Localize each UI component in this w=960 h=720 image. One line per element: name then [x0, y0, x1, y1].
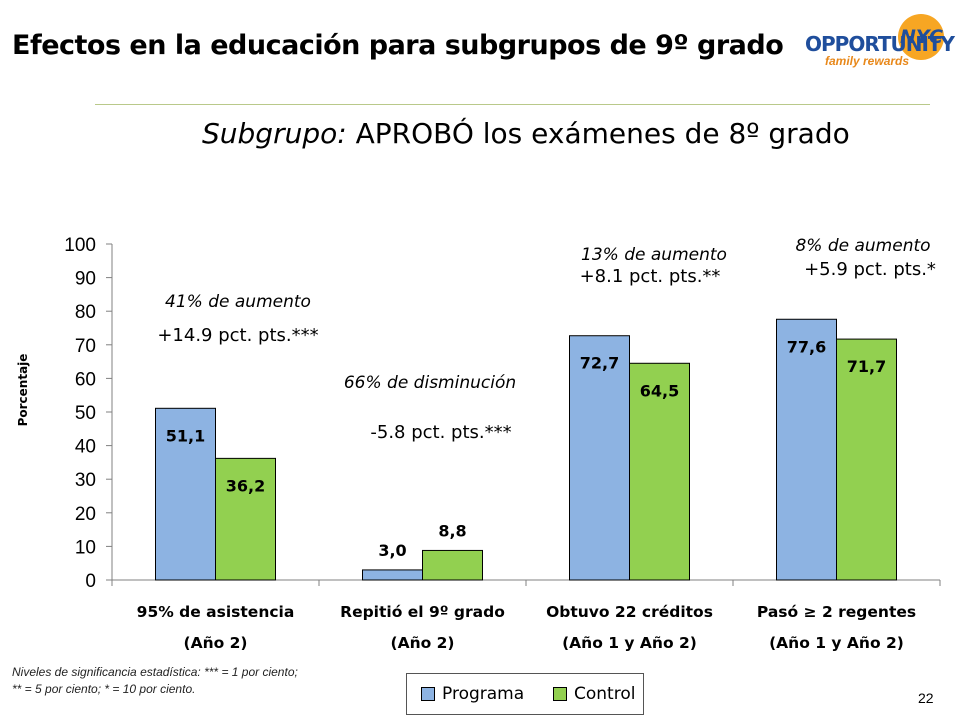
- y-axis-label: Porcentaje: [16, 353, 30, 427]
- effect-percent-annotation: 8% de aumento: [795, 236, 930, 256]
- bar-control: [629, 362, 690, 581]
- y-tick-label: 100: [64, 235, 96, 256]
- y-tick-label: 0: [85, 571, 96, 592]
- legend-swatch-programa: [421, 687, 435, 701]
- logo-nyc: NYC: [900, 26, 943, 48]
- category-label: Pasó ≥ 2 regentes: [757, 603, 916, 621]
- effect-points-annotation: -5.8 pct. pts.***: [370, 422, 511, 443]
- y-tick-label: 50: [75, 403, 96, 424]
- bar-programa: [155, 407, 216, 581]
- y-tick-label: 80: [75, 302, 96, 323]
- y-tick-label: 10: [75, 537, 96, 558]
- chart-subtitle: Subgrupo: APROBÓ los exámenes de 8º grad…: [202, 117, 850, 150]
- category-sublabel: (Año 2): [390, 634, 454, 652]
- logo-tagline: family rewards: [825, 54, 910, 68]
- title-divider: [95, 104, 930, 105]
- bar-programa: [776, 318, 837, 581]
- subtitle-label: Subgrupo:: [202, 117, 347, 150]
- legend: Programa Control: [406, 673, 644, 715]
- significance-note-line-1: Niveles de significancia estadística: **…: [12, 665, 298, 679]
- data-label: 77,6: [787, 337, 826, 356]
- effect-percent-annotation: 41% de aumento: [165, 292, 311, 312]
- y-tick-label: 30: [75, 470, 96, 491]
- data-label: 71,7: [847, 357, 886, 376]
- y-tick-label: 40: [75, 437, 96, 458]
- bar-programa: [569, 335, 630, 581]
- significance-note: Niveles de significancia estadística: **…: [12, 664, 298, 698]
- category-label: Obtuvo 22 créditos: [546, 603, 713, 621]
- data-label: 64,5: [640, 381, 679, 400]
- data-label: 72,7: [580, 354, 619, 373]
- category-label: Repitió el 9º grado: [340, 603, 505, 621]
- subtitle-text: APROBÓ los exámenes de 8º grado: [355, 117, 850, 150]
- bar-control: [215, 457, 276, 581]
- category-label: 95% de asistencia: [137, 603, 295, 621]
- opportunity-nyc-logo: OPPORTUNITY NYC family rewards: [805, 10, 955, 72]
- logo-word: OPPORTUNITY: [805, 32, 955, 56]
- effect-points-annotation: +8.1 pct. pts.**: [580, 266, 721, 287]
- y-tick-label: 90: [75, 269, 96, 290]
- slide-title: Efectos en la educación para subgrupos d…: [12, 30, 784, 61]
- data-label: 51,1: [166, 426, 205, 445]
- category-sublabel: (Año 2): [183, 634, 247, 652]
- legend-label-programa: Programa: [442, 684, 525, 704]
- bar-control: [836, 338, 897, 581]
- effect-percent-annotation: 66% de disminución: [344, 373, 516, 393]
- logo-circle: [898, 14, 944, 60]
- bar-programa: [362, 569, 423, 581]
- effect-percent-annotation: 13% de aumento: [581, 245, 727, 265]
- effect-points-annotation: +5.9 pct. pts.*: [804, 259, 936, 280]
- legend-swatch-control: [553, 687, 567, 701]
- category-sublabel: (Año 1 y Año 2): [562, 634, 697, 652]
- data-label: 3,0: [378, 541, 406, 560]
- page-number: 22: [918, 690, 934, 706]
- y-tick-label: 20: [75, 504, 96, 525]
- significance-note-line-2: ** = 5 por ciento; * = 10 por ciento.: [12, 682, 196, 696]
- bar-control: [422, 549, 483, 581]
- y-tick-label: 60: [75, 369, 96, 390]
- data-label: 8,8: [438, 521, 466, 540]
- data-label: 36,2: [226, 476, 265, 495]
- effect-points-annotation: +14.9 pct. pts.***: [157, 325, 318, 346]
- legend-label-control: Control: [574, 684, 636, 704]
- category-sublabel: (Año 1 y Año 2): [769, 634, 904, 652]
- y-tick-label: 70: [75, 336, 96, 357]
